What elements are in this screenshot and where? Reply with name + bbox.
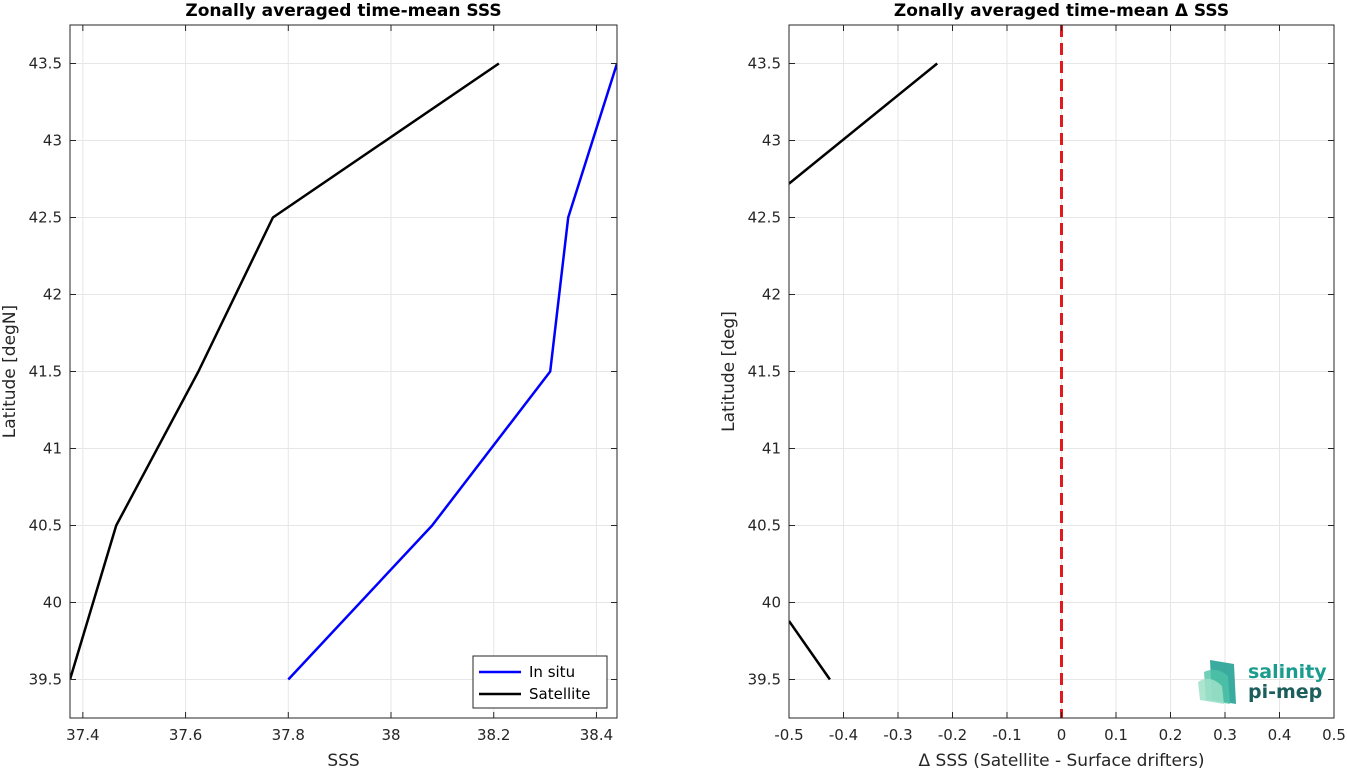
y-tick-label: 40.5 <box>748 517 781 535</box>
x-tick-label: 0.2 <box>1159 726 1183 744</box>
x-axis-label: Δ SSS (Satellite - Surface drifters) <box>919 751 1205 769</box>
sss-panel: 37.4 37.6 37.8 38 38.2 38.4 39.5 40 40.5 41 41.5 42… <box>0 1 618 769</box>
in-situ-series-line <box>287 63 617 681</box>
x-tick-label: 0.1 <box>1104 726 1128 744</box>
x-tick-label: 0.5 <box>1322 726 1346 744</box>
x-tick-label: -0.4 <box>829 726 858 744</box>
y-tick-label: 41.5 <box>29 363 62 381</box>
x-tick-label: -0.5 <box>774 726 803 744</box>
x-tick-label: 37.4 <box>66 726 99 744</box>
y-tick-label: 43.5 <box>29 55 62 73</box>
y-tick-label: 42.5 <box>29 209 62 227</box>
legend: In situ Satellite <box>472 655 608 709</box>
y-tick-label: 43.5 <box>748 55 781 73</box>
x-tick-label: 0 <box>1057 726 1067 744</box>
x-tick-label: -0.3 <box>883 726 912 744</box>
y-tick-label: 42 <box>762 286 781 304</box>
y-tick-label: 40 <box>43 594 62 612</box>
logo-line1: salinity <box>1248 661 1327 683</box>
x-tick-label: 0.4 <box>1268 726 1292 744</box>
chart-title: Zonally averaged time-mean SSS <box>185 1 501 21</box>
y-tick-label: 43 <box>43 132 62 150</box>
y-tick-label: 41 <box>43 440 62 458</box>
x-tick-label: -0.2 <box>938 726 967 744</box>
delta-series-line <box>789 62 938 185</box>
x-tick-label: 37.6 <box>169 726 202 744</box>
y-tick-label: 40.5 <box>29 517 62 535</box>
x-tick-label: 37.8 <box>272 726 305 744</box>
y-tick-label: 43 <box>762 132 781 150</box>
logo-line2: pi-mep <box>1248 681 1322 703</box>
satellite-series-line <box>70 62 500 680</box>
x-tick-label: -0.1 <box>992 726 1021 744</box>
y-tick-label: 41.5 <box>748 363 781 381</box>
x-tick-label: 38.2 <box>477 726 510 744</box>
legend-entry: Satellite <box>529 685 590 703</box>
y-axis-label: Latitude [degN] <box>0 305 20 438</box>
salinity-pi-mep-logo: salinity pi-mep <box>1198 660 1327 704</box>
y-tick-label: 39.5 <box>29 671 62 689</box>
legend-entry: In situ <box>529 663 575 681</box>
chart-title: Zonally averaged time-mean Δ SSS <box>894 1 1229 21</box>
y-tick-label: 42.5 <box>748 209 781 227</box>
x-axis-label: SSS <box>327 751 359 769</box>
delta-series-line <box>789 620 831 681</box>
x-tick-label: 38 <box>381 726 400 744</box>
y-tick-label: 42 <box>43 286 62 304</box>
delta-sss-panel: -0.5 -0.4 -0.3 -0.2 -0.1 0 0.1 0.2 0.3 0.4 0.5 39.5… <box>719 1 1346 769</box>
x-tick-label: 38.4 <box>580 726 613 744</box>
y-axis-label: Latitude [deg] <box>719 311 739 432</box>
legend-box <box>472 655 608 709</box>
y-tick-label: 41 <box>762 440 781 458</box>
logo-mark-icon <box>1198 660 1236 704</box>
x-tick-label: 0.3 <box>1213 726 1237 744</box>
y-tick-label: 40 <box>762 594 781 612</box>
y-tick-label: 39.5 <box>748 671 781 689</box>
